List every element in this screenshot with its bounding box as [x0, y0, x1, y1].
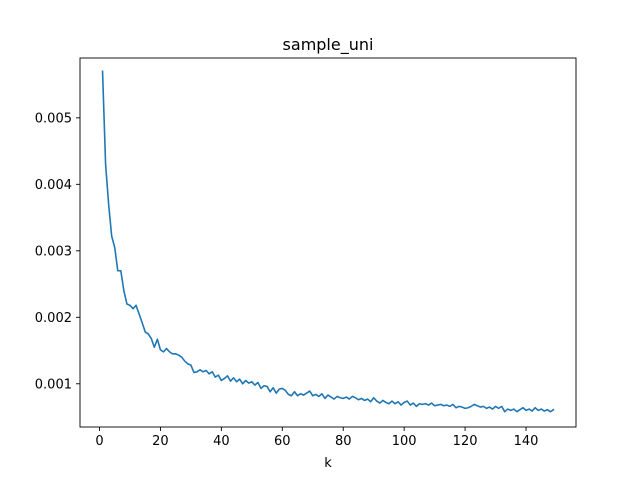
series-line-0: [101, 70, 555, 413]
y-tick-label: 0.004: [35, 178, 72, 193]
x-axis-label: k: [324, 456, 332, 471]
x-tick-label: 80: [335, 434, 352, 449]
x-tick-label: 20: [152, 434, 169, 449]
x-axis-ticks: 0 20 40 60 80 100 120 140: [95, 427, 538, 449]
y-tick-label: 0.002: [35, 311, 72, 326]
chart-title: sample_uni: [283, 35, 374, 55]
y-axis-ticks: 0.001 0.002 0.003 0.004 0.005: [35, 111, 80, 392]
x-tick-label: 100: [392, 434, 417, 449]
x-tick-label: 140: [514, 434, 539, 449]
y-tick-label: 0.005: [35, 111, 72, 126]
x-tick-label: 120: [453, 434, 478, 449]
x-tick-label: 40: [213, 434, 230, 449]
x-tick-label: 0: [95, 434, 103, 449]
y-tick-label: 0.001: [35, 377, 72, 392]
plot-background: [80, 58, 576, 427]
axes-border: [79, 57, 577, 428]
y-tick-label: 0.003: [35, 244, 72, 259]
axes-frame: [79, 57, 577, 428]
x-tick-label: 60: [274, 434, 291, 449]
plot-area: [80, 58, 576, 427]
series-layer: [101, 70, 555, 413]
